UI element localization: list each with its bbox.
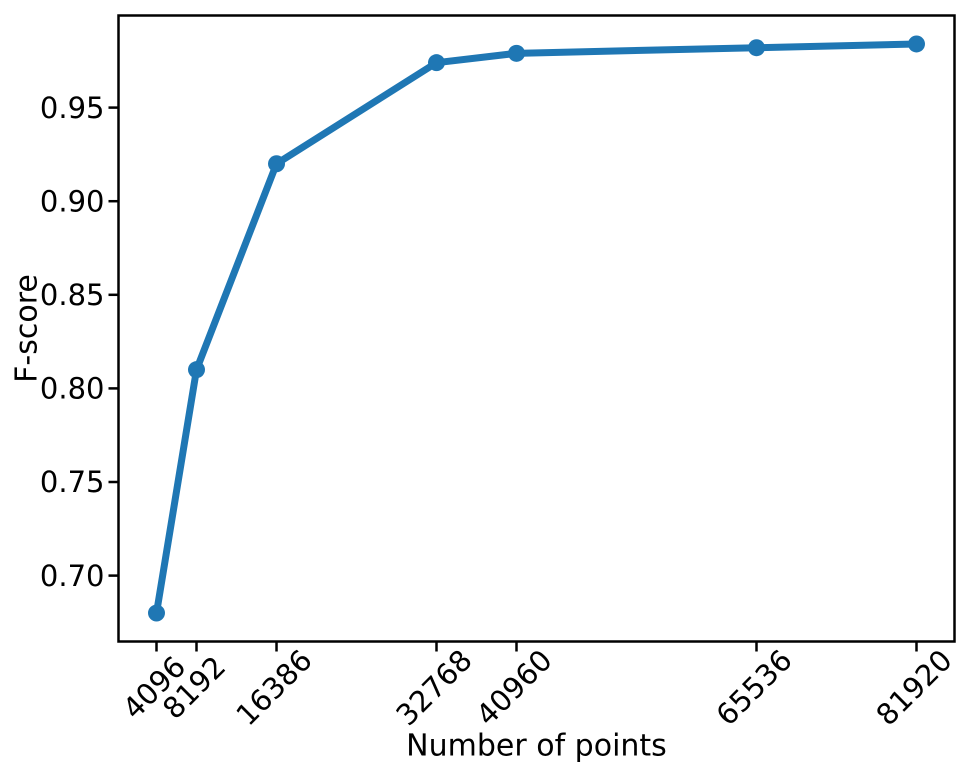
data-point [268, 155, 286, 173]
data-point [428, 54, 445, 72]
y-tick-label: 0.75 [40, 465, 105, 499]
y-tick-label: 0.85 [40, 278, 105, 312]
x-tick-label: 32768 [389, 643, 478, 732]
y-tick-label: 0.90 [40, 184, 105, 218]
y-tick-label: 0.80 [40, 372, 105, 406]
y-tick-label: 0.95 [40, 91, 105, 125]
y-tick-label: 0.70 [40, 559, 105, 593]
x-tick-label: 81920 [869, 643, 958, 732]
data-point [148, 604, 165, 622]
data-point [188, 361, 205, 379]
x-tick-label: 65536 [709, 643, 798, 732]
data-point [748, 39, 765, 57]
axes-spines [117, 14, 956, 643]
series-line [153, 40, 920, 617]
x-tick-label: 40960 [469, 643, 558, 732]
data-point [908, 35, 925, 53]
y-axis-label: F-score [10, 274, 45, 383]
x-axis-label: Number of points [406, 729, 667, 764]
x-tick-label: 16386 [229, 643, 318, 732]
data-point [508, 44, 525, 62]
